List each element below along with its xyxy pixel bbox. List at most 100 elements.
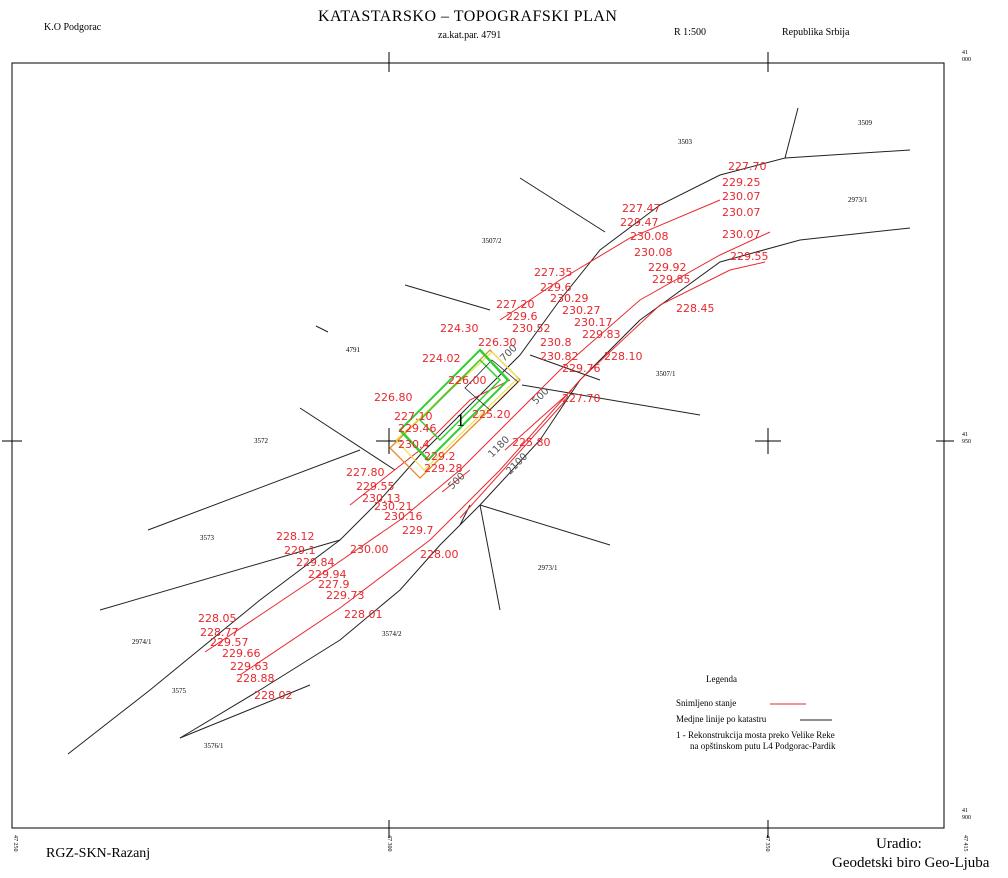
legend-note: 1 - Rekonstrukcija mosta preko Velike Re…: [676, 730, 835, 740]
elevation-label: 226.30: [478, 336, 517, 349]
elevation-label: 229.25: [722, 176, 761, 189]
elevation-label: 230.08: [634, 246, 673, 259]
elevation-label: 227.10: [394, 410, 433, 423]
elevation-label: 230.29: [550, 292, 589, 305]
elevation-label: 228.00: [420, 548, 459, 561]
elevation-label: 230.07: [722, 228, 761, 241]
plan-title: KATASTARSKO – TOPOGRAFSKI PLAN: [318, 8, 618, 25]
elevation-label: 229.2: [424, 450, 456, 463]
elevation-label: 227.35: [534, 266, 573, 279]
elevation-label: 225.80: [512, 436, 551, 449]
parcel-number: 4791: [346, 346, 361, 354]
legend: Legenda Snimljeno stanje Medjne linije p…: [676, 674, 836, 751]
elevation-label: 229.55: [356, 480, 395, 493]
elevation-label: 227.9: [318, 578, 350, 591]
elevation-label: 229.76: [562, 362, 601, 375]
coord-b2: 47 300: [386, 835, 392, 852]
made-by-label: Uradio:: [876, 836, 922, 852]
municipality-label: K.O Podgorac: [44, 22, 102, 33]
coord-r-mid: 41 950: [962, 432, 971, 445]
elevation-label: 228.45: [676, 302, 715, 315]
elevation-label: 230.82: [540, 350, 579, 363]
agency-label: RGZ-SKN-Razanj: [46, 846, 151, 861]
elevation-label: 230.13: [362, 492, 401, 505]
elevation-label: 228.88: [236, 672, 275, 685]
elevation-label: 224.30: [440, 322, 479, 335]
elevation-label: 229.83: [582, 328, 621, 341]
elevation-label: 230.27: [562, 304, 601, 317]
elevation-label: 228.12: [276, 530, 315, 543]
elevation-label: 228.01: [344, 608, 383, 621]
elevation-label: 227.47: [622, 202, 661, 215]
parcel-number: 3573: [200, 534, 215, 542]
elevation-label: 229.28: [424, 462, 463, 475]
elevation-label: 229.47: [620, 216, 659, 229]
elevation-label: 224.02: [422, 352, 461, 365]
legend-note: na opštinskom putu L4 Podgorac-Pardik: [690, 741, 836, 751]
parcel-number: 2974/1: [132, 638, 152, 646]
parcel-numbers: 3509 3503 2973/1 3507/2 4791 3507/1 3572…: [132, 119, 873, 750]
elevation-label: 227.70: [728, 160, 767, 173]
coord-b1: 47 250: [12, 835, 18, 852]
legend-title: Legenda: [706, 674, 737, 684]
cadastral-lines: [67, 107, 911, 755]
elevation-label: 230.16: [384, 510, 423, 523]
elevation-label: 230.4: [398, 438, 430, 451]
elevation-label: 226.00: [448, 374, 487, 387]
elevation-label: 229.85: [652, 273, 691, 286]
elevation-label: 230.8: [540, 336, 572, 349]
parcel-number: 3507/1: [656, 370, 676, 378]
elevation-label: 229.92: [648, 261, 687, 274]
elevation-label: 225.20: [472, 408, 511, 421]
parcel-number: 3575: [172, 687, 187, 695]
elevation-label: 229.1: [284, 544, 316, 557]
elevation-label: 229.46: [398, 422, 437, 435]
plan-subtitle: za.kat.par. 4791: [438, 30, 502, 41]
object-label: 1: [456, 410, 465, 430]
legend-item-label: Medjne linije po katastru: [676, 714, 767, 724]
frame-coords: 41 000 41 950 41 900 47 250 47 300 47 350 4…: [12, 50, 971, 852]
parcel-number: 2973/1: [538, 564, 558, 572]
elevation-label: 228.02: [254, 689, 293, 702]
parcel-number: 3574/2: [382, 630, 402, 638]
coord-br: 41 900: [962, 808, 971, 821]
dimension-lines: [441, 389, 573, 519]
elevation-label: 229.6: [506, 310, 538, 323]
elevation-label: 227.70: [562, 392, 601, 405]
parcel-number: 3507/2: [482, 237, 502, 245]
made-by-name: Geodetski biro Geo-Ljuba: [832, 855, 990, 871]
map-frame: [2, 52, 954, 838]
survey-lines: [204, 199, 771, 676]
parcel-number: 3576/1: [204, 742, 224, 750]
elevation-label: 229.6: [540, 281, 572, 294]
elevation-label: 228.10: [604, 350, 643, 363]
crosshair-marks: [376, 428, 781, 454]
elevation-label: 230.07: [722, 206, 761, 219]
elevation-label: 229.73: [326, 589, 365, 602]
bridge-structure: [389, 348, 521, 479]
parcel-number: 3503: [678, 138, 693, 146]
elevation-label: 230.00: [350, 543, 389, 556]
elevation-label: 229.63: [230, 660, 269, 673]
elevation-label: 229.7: [402, 524, 434, 537]
elevation-label: 229.55: [730, 250, 769, 263]
elevation-label: 229.66: [222, 647, 261, 660]
elevation-label: 226.80: [374, 391, 413, 404]
elevation-labels: 227.70 229.25 230.07 230.07 230.07 229.5…: [198, 160, 769, 702]
legend-item-label: Snimljeno stanje: [676, 698, 736, 708]
parcel-number: 3572: [254, 437, 269, 445]
elevation-label: 230.08: [630, 230, 669, 243]
scale-label: R 1:500: [674, 27, 706, 38]
parcel-number: 3509: [858, 119, 873, 127]
elevation-label: 230.17: [574, 316, 613, 329]
coord-b4: 47 415: [962, 835, 968, 852]
coord-tr: 41 000: [962, 50, 971, 63]
elevation-label: 228.05: [198, 612, 237, 625]
elevation-label: 230.52: [512, 322, 551, 335]
elevation-label: 230.21: [374, 500, 413, 513]
elevation-label: 229.57: [210, 636, 249, 649]
parcel-number: 2973/1: [848, 196, 868, 204]
elevation-label: 230.07: [722, 190, 761, 203]
